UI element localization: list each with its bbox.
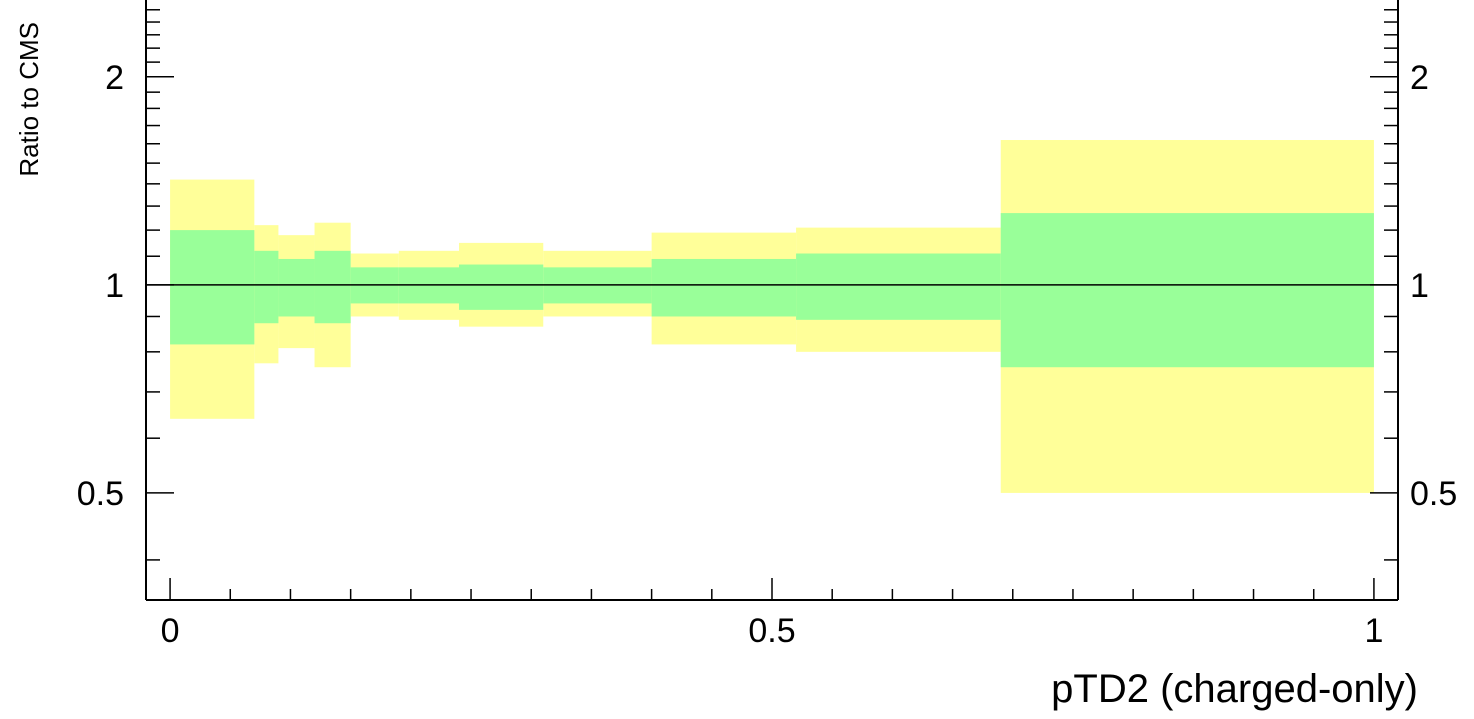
inner-band-bin-8 <box>651 258 797 317</box>
x-tick-label: 0.5 <box>748 612 795 650</box>
x-tick-label: 0 <box>161 612 180 650</box>
x-axis-ticks: 0 0.5 1 <box>161 578 1383 650</box>
inner-band-bin-3 <box>314 250 351 324</box>
y-tick-label-right: 2 <box>1410 59 1429 97</box>
x-tick-label: 1 <box>1364 612 1383 650</box>
inner-band-bin-6 <box>459 264 544 310</box>
y-tick-label-left: 0.5 <box>77 475 124 513</box>
y-tick-label-right: 1 <box>1410 267 1429 305</box>
inner-band-bin-2 <box>278 258 315 317</box>
x-axis-title: pTD2 (charged-only) <box>1051 667 1418 711</box>
y-tick-label-left: 1 <box>105 267 124 305</box>
inner-band-bin-1 <box>254 250 279 324</box>
y-axis-title: Ratio to CMS <box>14 22 44 177</box>
uncertainty-bands <box>170 140 1374 493</box>
y-tick-label-left: 2 <box>105 59 124 97</box>
inner-band-bin-10 <box>1000 213 1374 368</box>
inner-band-bin-9 <box>796 253 1001 320</box>
y-tick-label-right: 0.5 <box>1410 475 1457 513</box>
y-axis-ticks-right: 0.5 1 2 <box>1370 9 1457 561</box>
y-axis-ticks-left: 0.5 1 2 <box>77 9 174 561</box>
inner-band-bin-0 <box>170 230 255 345</box>
